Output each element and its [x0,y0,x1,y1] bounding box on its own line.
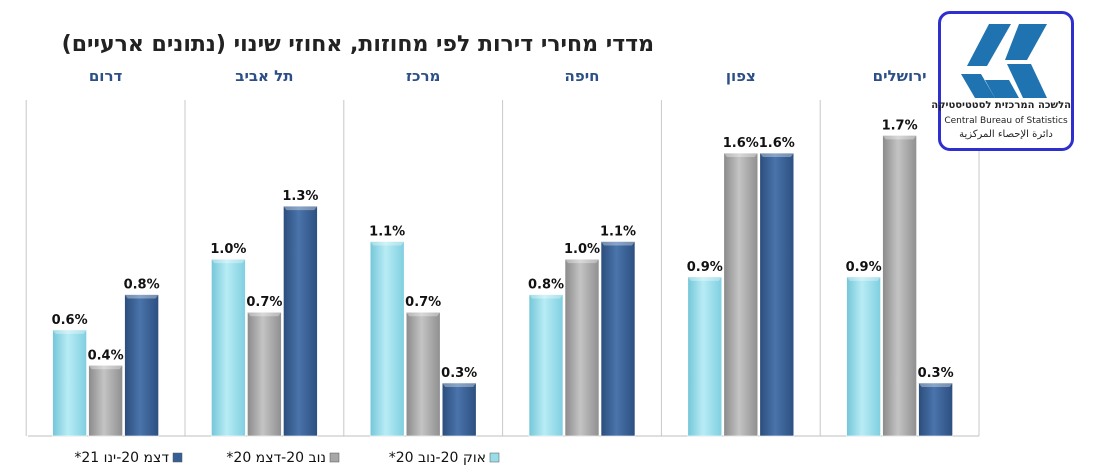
category-label: חיפה [565,67,600,85]
bar [441,382,477,437]
cbs-logo-icon [961,24,1047,98]
bar [369,241,405,437]
data-label: 0.7% [246,295,282,310]
category-label: דרום [89,67,123,85]
chart-title: מדדי מחירי דירות לפי מחוזות, אחוזי שינוי… [61,32,654,57]
logo-english-text: Central Bureau of Statistics [944,116,1068,126]
bar-bevel [52,329,87,334]
bar-bevel [565,259,599,264]
bar [211,258,246,437]
data-label: 0.6% [52,313,88,328]
legend-swatch [489,452,500,463]
bar [918,382,953,437]
data-label: 0.3% [918,366,954,381]
bar-bevel [687,276,722,281]
bar-bevel [882,135,917,140]
bar [52,329,87,437]
bar-bevel [759,153,794,158]
legend: אוק 20-נוב 20* נוב 20-דצמ 20* דצמ 20-ינו 2… [74,450,500,466]
bar [687,276,723,437]
logo-hebrew-text: הלשכה המרכזית לסטטיסטיקה [931,100,1071,111]
category-label: מרכז [406,67,440,85]
legend-swatch [329,452,340,463]
data-label: 1.0% [210,242,246,257]
bar [88,364,123,437]
bar [882,135,917,437]
bar-bevel [124,294,159,299]
bar [247,311,282,437]
bar-bevel [370,241,405,246]
bar [723,152,759,437]
bar [283,205,318,437]
bar-bevel [283,206,318,211]
data-label: 1.7% [882,118,918,133]
data-label: 1.0% [564,242,600,257]
category-label: ירושלים [873,67,927,85]
data-label: 0.8% [528,278,564,293]
bar [124,294,159,437]
legend-label: דצמ 20-ינו 21* [74,450,169,466]
data-label: 0.9% [687,260,723,275]
bar-bevel [247,312,282,317]
bar [600,241,636,437]
data-label: 1.1% [600,224,636,239]
category-label: תל אביב [235,67,293,85]
bar-bevel [211,259,246,264]
legend-swatch [172,452,183,463]
cbs-logo: הלשכה המרכזית לסטטיסטיקה Central Bureau … [931,11,1074,151]
bar [528,294,564,437]
data-label: 1.6% [723,136,759,151]
bar-bevel [442,382,477,387]
data-label: 1.1% [369,224,405,239]
bar [405,311,441,437]
data-label: 0.4% [88,348,124,363]
category-labels: ירושלים צפון חיפה מרכז תל אביב דרום [89,67,927,85]
data-label: 0.8% [124,278,160,293]
data-label: 1.6% [759,136,795,151]
bar-bevel [601,241,635,246]
data-label: 1.3% [282,189,318,204]
group-dividers [25,100,980,437]
data-label: 0.3% [441,366,477,381]
bar-bevel [846,276,881,281]
data-labels: 0.9%1.7%0.3%0.9%1.6% 1.6%0.8%1.0%1.1%1.1%… [52,118,954,381]
bar-bevel [723,153,758,158]
data-label: 0.7% [405,295,441,310]
bar [759,152,795,437]
bar-bevel [88,365,123,370]
bars [52,135,953,437]
bar-bevel [529,294,563,299]
data-label: 0.9% [846,260,882,275]
bar [564,258,600,437]
legend-label: אוק 20-נוב 20* [389,450,486,466]
bar [846,276,881,437]
category-label: צפון [726,67,756,85]
logo-arabic-text: دائرة الإحصاء المركزية [959,129,1053,140]
bar-bevel [918,382,953,387]
legend-label: נוב 20-דצמ 20* [226,450,326,466]
bar-bevel [406,312,441,317]
